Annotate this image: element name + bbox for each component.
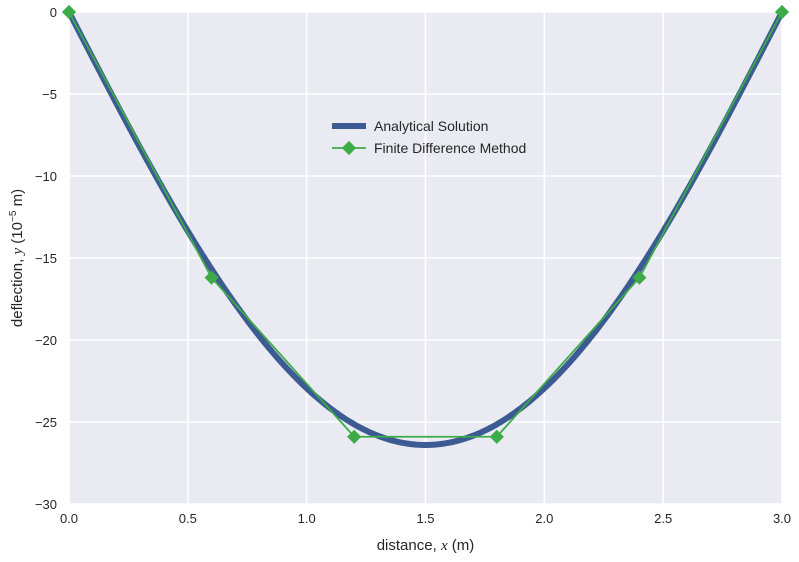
series-finite-difference-line (68, 11, 783, 438)
series-layer (61, 4, 790, 448)
y-axis-label-variable: y (10, 248, 26, 257)
y-tick-label: −10 (35, 169, 57, 184)
y-tick-label: −5 (42, 87, 57, 102)
y-tick-label: −15 (35, 251, 57, 266)
y-axis-label-unit: m) (9, 189, 26, 211)
x-tick-label: 0.0 (60, 511, 78, 526)
fd-point-marker (489, 429, 504, 444)
x-tick-label: 0.5 (179, 511, 197, 526)
legend-label-analytical: Analytical Solution (374, 118, 488, 134)
fd-point-marker (204, 270, 219, 285)
legend: Analytical Solution Finite Difference Me… (332, 118, 526, 156)
y-axis-label-exponent: −5 (8, 210, 19, 222)
x-axis-label-variable: x (440, 538, 448, 554)
fd-point-marker (774, 4, 790, 20)
series-analytical-line (66, 10, 785, 448)
x-tick-label: 1.5 (416, 511, 434, 526)
grid-lines (68, 11, 783, 505)
y-tick-labels: 0 −5 −10 −15 −20 −25 −30 (35, 5, 57, 512)
fd-point-marker (632, 270, 647, 285)
x-tick-label: 2.5 (654, 511, 672, 526)
x-axis-label-unit: (m) (448, 537, 475, 554)
y-tick-label: 0 (50, 5, 57, 20)
x-tick-labels: 0.0 0.5 1.0 1.5 2.0 2.5 3.0 (60, 511, 791, 526)
legend-label-finite-difference: Finite Difference Method (374, 140, 526, 156)
x-axis-label-prefix: distance, (377, 537, 441, 554)
y-axis-label: deflection, y (10−5 m) (8, 189, 26, 327)
x-tick-label: 3.0 (773, 511, 791, 526)
x-axis-label: distance, x (m) (377, 537, 475, 554)
x-tick-label: 1.0 (298, 511, 316, 526)
fd-point-marker (347, 429, 362, 444)
y-tick-label: −30 (35, 497, 57, 512)
y-tick-label: −25 (35, 415, 57, 430)
y-axis-label-unit-base: (10 (9, 222, 26, 248)
y-axis-label-prefix: deflection, (9, 255, 26, 328)
x-tick-label: 2.0 (535, 511, 553, 526)
legend-marker-finite-difference (341, 140, 357, 156)
y-tick-label: −20 (35, 333, 57, 348)
